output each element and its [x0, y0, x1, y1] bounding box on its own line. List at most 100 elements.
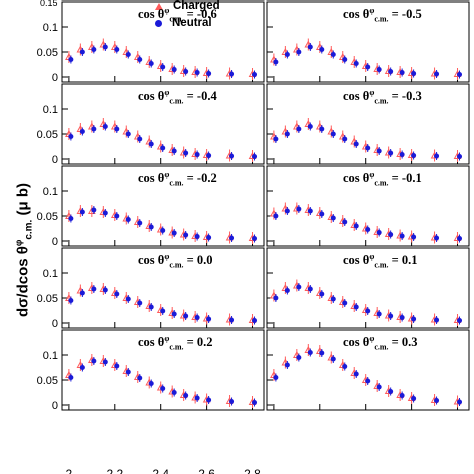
neutral-point: [148, 141, 154, 147]
y-tick-label: 0.1: [43, 186, 58, 198]
panel-title: cos θφc.m. = -0.1: [343, 170, 422, 188]
neutral-point: [102, 44, 108, 50]
x-tick-label: 2: [66, 467, 73, 474]
neutral-point: [252, 318, 258, 323]
panel-title-value: -0.5: [401, 7, 422, 22]
neutral-point: [160, 64, 166, 70]
neutral-point: [68, 375, 74, 380]
neutral-point: [457, 318, 463, 323]
panel-frame: [61, 1, 265, 83]
neutral-point: [434, 317, 440, 323]
neutral-point: [411, 316, 417, 322]
neutral-point: [365, 145, 371, 151]
panel-title: cos θφc.m. = -0.6: [138, 6, 217, 24]
neutral-point: [206, 316, 212, 322]
neutral-point: [229, 71, 235, 77]
neutral-point: [229, 399, 235, 404]
neutral-point: [68, 57, 74, 62]
y-tick-label: 0: [52, 0, 58, 2]
neutral-point: [330, 215, 336, 221]
neutral-point: [252, 236, 258, 241]
neutral-point: [273, 59, 279, 65]
neutral-point: [330, 52, 336, 57]
neutral-point: [376, 67, 382, 72]
neutral-point: [296, 355, 302, 360]
neutral-point: [353, 223, 359, 229]
neutral-point: [206, 397, 212, 403]
neutral-point: [353, 304, 359, 310]
panel-frame: [266, 247, 470, 329]
y-tick-label: 0: [52, 154, 58, 166]
panel-title: cos θφc.m. = -0.5: [343, 6, 422, 24]
neutral-point: [183, 69, 189, 74]
neutral-point: [68, 298, 74, 303]
neutral-point: [171, 390, 177, 395]
neutral-point: [342, 219, 348, 225]
neutral-point: [183, 150, 189, 156]
neutral-point: [137, 220, 143, 226]
y-axis-label: dσ/dcos θφc.m. (μ b): [13, 182, 35, 318]
y-tick-label: 0: [52, 236, 58, 248]
neutral-point: [411, 234, 417, 240]
neutral-point: [79, 365, 85, 370]
neutral-point: [148, 224, 154, 230]
triangle-marker-icon: [155, 2, 163, 10]
neutral-point: [284, 131, 290, 137]
neutral-point: [91, 47, 97, 52]
neutral-point: [319, 47, 325, 52]
neutral-point: [399, 393, 405, 398]
neutral-point: [183, 393, 189, 398]
neutral-point: [411, 153, 417, 158]
neutral-point: [376, 311, 382, 317]
neutral-point: [137, 300, 143, 306]
neutral-point: [91, 358, 97, 364]
neutral-point: [114, 363, 120, 369]
panel-frame: [266, 1, 470, 83]
neutral-point: [330, 296, 336, 302]
neutral-point: [342, 364, 348, 369]
y-tick-label: 0.05: [37, 293, 58, 305]
neutral-point: [411, 396, 417, 401]
neutral-point: [252, 154, 258, 159]
panel-frame: [61, 165, 265, 247]
neutral-point: [171, 311, 177, 317]
neutral-point: [252, 400, 258, 405]
neutral-point: [399, 70, 405, 75]
panel-frame: [266, 165, 470, 247]
neutral-point: [91, 126, 97, 132]
neutral-point: [148, 61, 154, 66]
y-tick-label: 0.1: [43, 350, 58, 362]
neutral-point: [125, 369, 131, 375]
neutral-point: [342, 300, 348, 306]
panel-title: cos θφc.m. = -0.4: [138, 88, 217, 106]
neutral-point: [434, 235, 440, 241]
panel-title: cos θφc.m. = 0.3: [343, 334, 418, 352]
neutral-point: [183, 232, 189, 238]
neutral-point: [148, 381, 154, 386]
legend-label-charged: Charged: [173, 0, 220, 12]
neutral-point: [284, 208, 290, 214]
neutral-point: [388, 69, 394, 74]
legend-label-neutral: Neutral: [172, 17, 212, 29]
neutral-point: [68, 134, 74, 139]
neutral-point: [137, 57, 143, 62]
neutral-point: [353, 371, 359, 377]
neutral-point: [206, 235, 212, 240]
panel-frame: [266, 83, 470, 165]
neutral-point: [342, 57, 348, 62]
panel-title: cos θφc.m. = 0.0: [138, 252, 213, 270]
neutral-point: [171, 148, 177, 154]
neutral-point: [194, 395, 200, 401]
neutral-point: [307, 350, 313, 355]
neutral-point: [330, 131, 336, 137]
neutral-point: [125, 296, 131, 302]
panel-title: cos θφc.m. = -0.3: [343, 88, 422, 106]
neutral-point: [319, 350, 325, 356]
panel-title: cos θφc.m. = 0.2: [138, 334, 213, 352]
panel-title: cos θφc.m. = -0.2: [138, 170, 217, 188]
top-cut-tick-label: 0.15: [40, 0, 58, 8]
neutral-point: [399, 152, 405, 157]
neutral-point: [273, 213, 279, 219]
y-tick-label: 0.1: [43, 22, 58, 34]
